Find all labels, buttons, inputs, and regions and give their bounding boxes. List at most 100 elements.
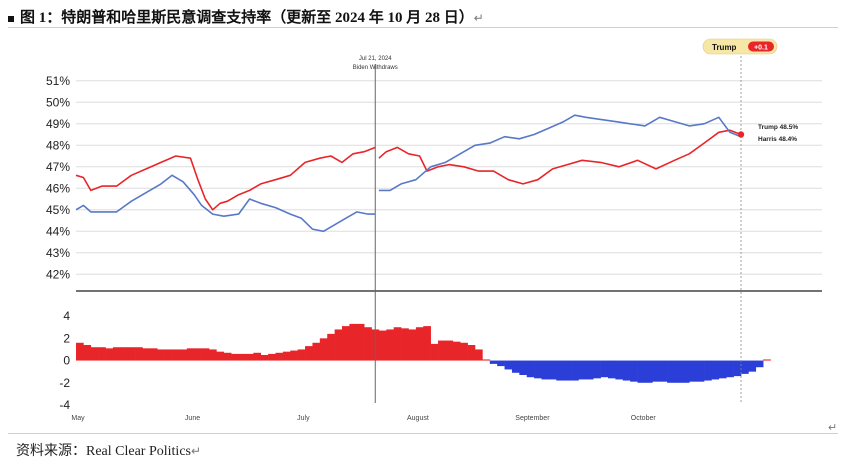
series-line-trump-1 [75,146,376,211]
margin-bar [667,360,675,383]
margin-bar [164,349,173,361]
margin-bar [652,360,661,382]
title-bullet-icon [8,15,14,22]
margin-bar [245,353,254,361]
margin-bar [356,323,365,361]
y-tick-label: 47% [46,160,70,174]
margin-bar [275,352,284,361]
margin-bar [637,360,646,383]
margin-bar [578,360,587,380]
bar-y-tick-label: 2 [63,331,70,345]
margin-bar [741,360,749,374]
badge-value-pill [748,41,774,52]
margin-bar [689,360,697,382]
margin-bar [430,343,439,361]
bottom-divider [8,433,838,434]
margin-bar [268,353,276,361]
margin-bar [334,329,343,361]
source-note: 资料来源：Real Clear Politics↵ [16,440,201,460]
margin-bar [748,360,757,372]
margin-bar [297,349,306,361]
margin-bar [201,348,210,361]
margin-bar [482,359,491,361]
title-divider [8,27,838,28]
margin-bar [733,360,742,377]
y-tick-label: 44% [46,224,70,238]
margin-bar [127,347,136,361]
margin-bar [112,347,121,361]
margin-bar [497,360,505,367]
margin-bar [260,355,269,361]
margin-bar [90,347,99,361]
x-tick-label: August [407,415,429,422]
y-tick-label: 48% [46,138,70,152]
end-label-harris: Harris 48.4% [758,136,797,143]
margin-bar [305,346,313,361]
margin-bar [763,359,771,361]
margin-bar [83,345,92,361]
y-tick-label: 42% [46,267,70,281]
margin-bar [489,360,498,364]
margin-bar [364,327,372,361]
margin-bar [541,360,550,380]
bar-y-tick-label: 4 [63,309,70,323]
margin-bar [519,360,528,375]
margin-bar [327,333,335,361]
x-tick-label: June [185,415,200,422]
margin-bar [445,340,454,361]
x-tick-label: October [631,415,657,422]
margin-bar [342,326,350,361]
margin-bar [608,360,616,379]
margin-bar [105,348,114,361]
margin-bar [238,353,247,361]
badge-value: +0.1 [754,44,768,51]
x-tick-label: May [71,415,85,422]
badge-leader-name: Trump [712,43,737,52]
margin-bar [630,360,638,382]
margin-bar [704,360,712,381]
margin-bar [393,327,402,361]
margin-bar [157,349,165,361]
y-tick-label: 50% [46,95,70,109]
margin-bar [312,342,321,361]
margin-bar [696,360,705,382]
margin-bar [593,360,601,379]
margin-bar [475,349,483,361]
series-line-trump-2 [378,129,742,185]
margin-bar [386,329,395,361]
margin-bar [681,360,690,383]
margin-bar [615,360,624,380]
margin-bar [135,347,143,361]
margin-bar [718,360,727,379]
margin-bar [726,360,734,378]
end-label-trump: Trump 48.5% [758,124,798,131]
margin-bar [438,340,446,361]
margin-bar [378,330,387,361]
y-tick-label: 43% [46,246,70,260]
y-tick-label: 49% [46,117,70,131]
source-return-mark: ↵ [190,444,202,458]
y-tick-label: 45% [46,203,70,217]
margin-bar [209,349,217,361]
margin-bar [349,323,358,361]
margin-bar [600,360,609,378]
margin-bar [755,360,764,368]
y-tick-label: 51% [46,74,70,88]
margin-bar [76,342,84,361]
margin-bar [467,345,476,361]
margin-bar [172,349,180,361]
margin-bar [452,341,461,361]
margin-bar [571,360,579,381]
margin-bar [120,347,129,361]
margin-bar [223,352,232,361]
margin-bar [408,329,417,361]
margin-bar [511,360,520,373]
figure-title-text: 图 1：特朗普和哈里斯民意调查支持率（更新至 2024 年 10 月 28 日） [20,10,474,26]
margin-bar [659,360,668,382]
margin-bar [179,349,188,361]
margin-bar [282,351,291,361]
margin-bar [401,328,409,361]
bar-y-tick-label: 0 [63,354,70,368]
margin-bar [644,360,653,383]
